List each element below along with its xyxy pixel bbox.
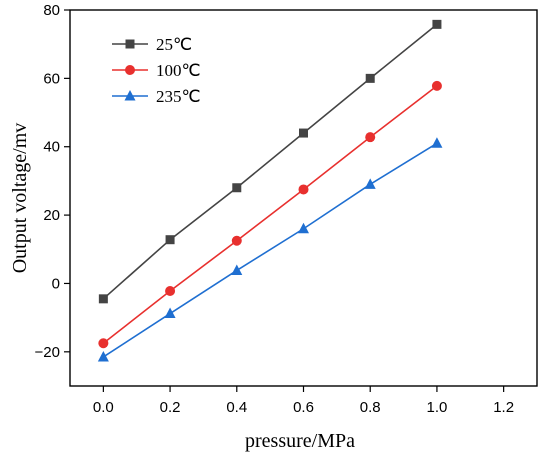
data-point [365,73,375,83]
data-point [432,19,442,29]
x-tick-label: 0.8 [360,399,381,416]
data-point [97,350,109,362]
series-1 [98,80,442,349]
plot-frame [69,9,538,387]
y-tick-label: 60 [43,70,60,87]
data-point [431,137,443,148]
legend: 25℃ 100℃ 235℃ [112,35,201,106]
data-point [165,235,175,245]
y-tick-label: 80 [43,2,60,19]
data-point [98,294,108,304]
y-tick-label: 20 [43,207,60,224]
x-tick-label: 0.4 [226,399,247,416]
data-point [165,285,176,296]
y-tick-label: 0 [52,275,60,292]
legend-label: 235℃ [156,87,201,106]
legend-label: 25℃ [156,35,192,54]
y-tick-label: 40 [43,139,60,156]
x-axis: 0.0 0.2 0.4 0.6 0.8 1.0 1.2 [93,386,514,416]
x-tick-label: 1.0 [426,399,447,416]
legend-item: 25℃ [112,35,192,54]
legend-marker [125,65,135,75]
x-tick-label: 1.2 [493,399,514,416]
data-point [431,80,442,91]
legend-item: 235℃ [112,87,201,106]
data-point [164,307,176,319]
series-2 [97,137,443,362]
y-axis: −20 0 20 40 60 80 [35,2,70,361]
data-point [299,128,308,138]
data-point [298,184,309,195]
legend-item: 100℃ [112,61,201,80]
series-line [102,23,438,300]
data-point [98,338,109,349]
data-point [232,183,242,193]
y-axis-label: Output voltage/mv [9,123,31,274]
legend-marker [124,90,136,101]
x-tick-label: 0.2 [160,399,181,416]
series-line [102,142,438,358]
legend-marker [125,39,135,49]
data-point [364,178,376,189]
data-point [298,222,309,234]
data-point [231,235,242,246]
y-tick-label: −20 [35,344,60,361]
legend-label: 100℃ [156,61,201,80]
series-line [102,85,438,344]
series-layer [97,19,443,362]
x-tick-label: 0.6 [293,399,314,416]
x-axis-label: pressure/MPa [245,430,355,452]
x-tick-label: 0.0 [93,399,114,416]
data-point [231,264,243,275]
data-point [365,132,376,143]
series-0 [98,19,442,304]
